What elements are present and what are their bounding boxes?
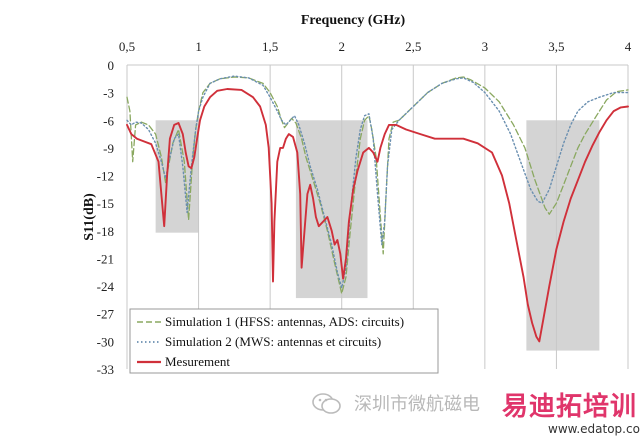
y-tick-label: -9: [103, 141, 114, 156]
watermark: 深圳市微航磁电 易迪拓培训 www.edatop.com: [312, 386, 640, 438]
shaded-regions: [155, 120, 600, 351]
y-tick-label: -30: [97, 334, 114, 349]
y-tick-label: -12: [97, 169, 114, 184]
watermark-url: www.edatop.com: [548, 422, 640, 436]
x-axis-title: Frequency (GHz): [301, 13, 406, 28]
y-axis-title: S11(dB): [82, 193, 97, 241]
y-tick-label: -21: [97, 251, 114, 266]
watermark-brand: 易迪拓培训: [502, 392, 638, 422]
wechat-icon: [312, 393, 341, 414]
x-tick-label: 1: [195, 39, 202, 54]
legend-label-1: Simulation 1 (HFSS: antennas, ADS: circu…: [165, 314, 404, 329]
x-tick-labels: 0,5 1 1,5 2 2,5 3 3,5 4: [119, 39, 632, 54]
y-tick-label: -33: [97, 362, 114, 377]
series-line-3: [126, 88, 629, 343]
y-tick-label: -15: [97, 196, 114, 211]
x-tick-label: 3,5: [548, 39, 564, 54]
legend: Simulation 1 (HFSS: antennas, ADS: circu…: [129, 308, 439, 374]
x-tick-label: 1,5: [262, 39, 278, 54]
legend-label-3: Mesurement: [165, 354, 230, 369]
y-tick-labels: 0 -3 -6 -9 -12 -15 -18 -21 -24 -27 -30 -33: [97, 58, 115, 377]
x-tick-label: 3: [482, 39, 489, 54]
x-tick-label: 2: [338, 39, 345, 54]
legend-label-2: Simulation 2 (MWS: antennas et circuits): [165, 334, 381, 349]
legend-box: [129, 308, 439, 374]
y-tick-label: -24: [97, 279, 115, 294]
series-line-1: [126, 76, 629, 295]
shaded-region-2: [295, 120, 368, 299]
x-tick-label: 4: [625, 39, 632, 54]
y-tick-label: 0: [108, 58, 115, 73]
series-group: [126, 75, 629, 343]
x-tick-label: 2,5: [405, 39, 421, 54]
y-tick-label: -6: [103, 113, 114, 128]
y-tick-label: -18: [97, 224, 114, 239]
y-tick-label: -27: [97, 307, 115, 322]
watermark-text: 深圳市微航磁电: [354, 394, 480, 415]
y-tick-label: -3: [103, 86, 114, 101]
shaded-region-1: [155, 120, 199, 233]
x-tick-label: 0,5: [119, 39, 135, 54]
series-line-2: [126, 75, 629, 289]
